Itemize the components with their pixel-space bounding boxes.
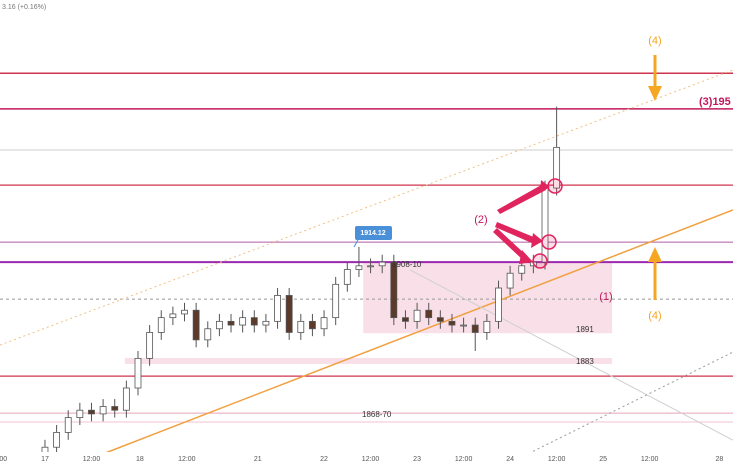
x-tick-label: 17 — [41, 456, 49, 463]
candle-body — [413, 309, 421, 322]
candle-body — [460, 324, 468, 327]
candle-body — [53, 432, 60, 448]
candle-body — [518, 265, 526, 274]
candle-body — [448, 320, 456, 326]
candle-body — [378, 261, 386, 267]
annotation: (3)195 — [699, 96, 731, 108]
annotation: 1908-10 — [392, 260, 422, 269]
x-tick-label: :00 — [0, 456, 7, 463]
circle-marker — [547, 178, 563, 194]
candle-body — [495, 287, 502, 322]
candle-body — [425, 309, 433, 319]
candle-body — [332, 283, 340, 319]
candle-body — [343, 269, 351, 285]
circle-marker — [541, 234, 557, 250]
candle-body — [204, 328, 212, 341]
candle-body — [471, 324, 479, 333]
arrow — [495, 222, 536, 244]
candle-body — [122, 387, 130, 411]
annotation: 1883 — [576, 357, 594, 366]
candle-body — [227, 320, 235, 326]
candle-body — [64, 417, 72, 433]
candle-body — [215, 320, 223, 330]
candle-body — [297, 320, 305, 333]
candle-body — [250, 317, 258, 326]
x-tick-label: 12:00 — [455, 456, 473, 463]
time-axis — [0, 452, 733, 465]
annotation: 1891 — [576, 325, 594, 334]
trend-line — [99, 209, 733, 456]
orange-arrow-head — [648, 86, 662, 101]
candle-body — [506, 272, 514, 289]
candle-body — [483, 320, 491, 333]
annotation: (4) — [648, 35, 661, 47]
x-tick-label: 25 — [599, 456, 607, 463]
x-tick-label: 21 — [254, 456, 262, 463]
x-tick-label: 12:00 — [178, 456, 196, 463]
candle-body — [169, 313, 177, 319]
candle-body — [390, 261, 398, 319]
candle-body — [134, 357, 142, 389]
notes: 1914.12 1908-10 1891 1883 1868-70 (1) (2) (3)19… — [353, 35, 731, 419]
candle-body — [285, 295, 293, 333]
candle-body — [320, 317, 328, 330]
candle-body — [99, 406, 107, 415]
arrow — [493, 228, 527, 260]
annotation: 1868-70 — [362, 410, 392, 419]
candle-body — [262, 320, 270, 326]
x-tick-label: 12:00 — [362, 456, 380, 463]
arrow-head — [531, 233, 543, 248]
trend-line — [0, 69, 733, 346]
candle-body — [541, 187, 549, 263]
annotation: (4) — [648, 310, 661, 322]
candle-body — [274, 295, 281, 322]
candle-body — [157, 317, 165, 333]
x-tick-label: 18 — [136, 456, 144, 463]
header-change: 3.16 (+0.16%) — [2, 4, 46, 11]
candle-body — [181, 309, 188, 315]
candle-body — [146, 332, 154, 359]
x-tick-label: 23 — [413, 456, 421, 463]
x-tick-label: 12:00 — [83, 456, 101, 463]
trend-line — [514, 351, 733, 461]
x-tick-label: 22 — [320, 456, 328, 463]
candle-body — [309, 320, 316, 330]
candle-body — [355, 265, 363, 270]
x-tick-label: 24 — [506, 456, 514, 463]
candle-body — [367, 265, 374, 268]
lines — [0, 69, 733, 461]
x-tick-label: 12:00 — [641, 456, 659, 463]
candle-body — [553, 146, 561, 189]
trend-line — [409, 269, 733, 441]
price-callout — [355, 226, 392, 240]
candle-body — [436, 317, 444, 322]
candle-body — [402, 317, 409, 322]
orange-arrow-head — [648, 247, 662, 262]
annotation: (2) — [474, 214, 487, 226]
zone — [124, 358, 613, 364]
arrow — [497, 184, 546, 214]
x-tick-label: 28 — [716, 456, 724, 463]
x-tick-label: 12:00 — [548, 456, 566, 463]
candle-body — [192, 309, 200, 341]
candle-body — [76, 409, 84, 419]
annotation: (1) — [599, 291, 612, 303]
candle-body — [111, 406, 119, 411]
candle-body — [88, 409, 95, 415]
arrow-head — [540, 180, 550, 193]
arrow-head — [519, 250, 533, 264]
callout-pointer — [353, 239, 359, 248]
candle-body — [239, 317, 247, 326]
circle-marker — [532, 253, 548, 269]
annotation: 1914.12 — [360, 230, 385, 237]
